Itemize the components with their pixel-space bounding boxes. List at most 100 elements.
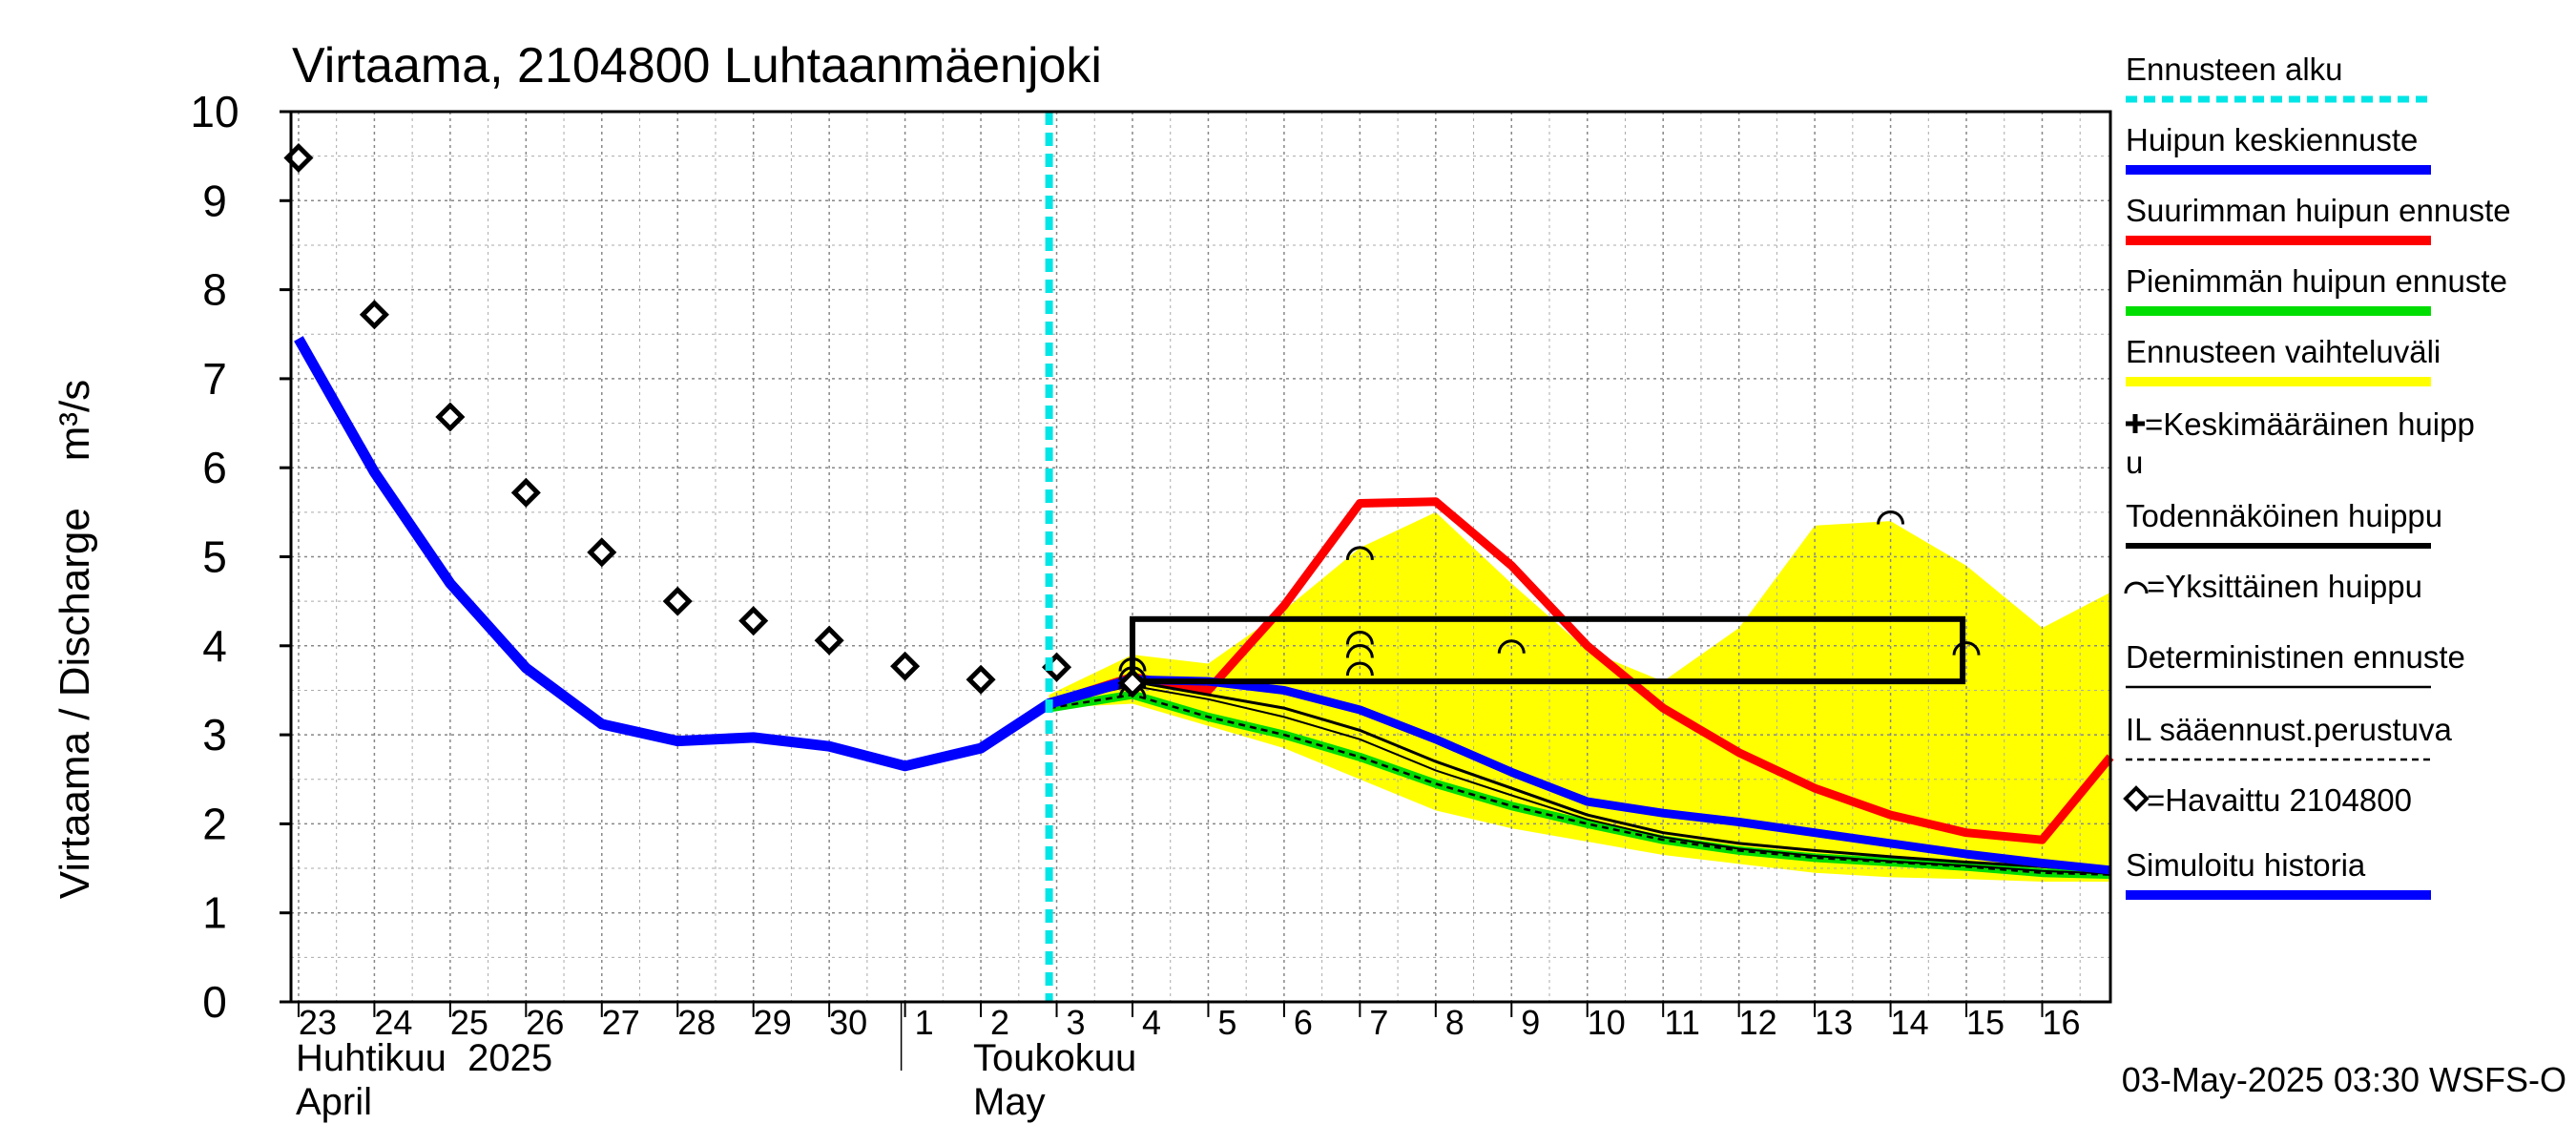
observed-point <box>359 300 389 330</box>
x-tick-label: 14 <box>1891 1003 1929 1042</box>
single-peak-marker <box>1497 639 1526 654</box>
month-label-april-fi: Huhtikuu 2025 <box>296 1037 552 1079</box>
x-tick-label: 30 <box>829 1003 867 1042</box>
legend-item-pien: Pienimmän huipun ennuste <box>2126 263 2507 316</box>
legend-item-keskhuippu: =Keskimääräinen huippu <box>2126 406 2475 480</box>
x-tick-label: 13 <box>1815 1003 1853 1042</box>
legend-label: Huipun keskiennuste <box>2126 122 2418 157</box>
x-tick-label: 7 <box>1369 1003 1388 1042</box>
single-peak-marker <box>1118 656 1147 672</box>
y-tick-label: 0 <box>202 977 227 1027</box>
legend-label: =Yksittäinen huippu <box>2147 569 2422 604</box>
legend-item-suur: Suurimman huipun ennuste <box>2126 193 2511 245</box>
y-tick-label: 5 <box>202 532 227 582</box>
timestamp: 03-May-2025 03:30 WSFS-O <box>2122 1060 2566 1099</box>
legend-label: =Havaittu 2104800 <box>2147 782 2412 818</box>
legend-label: Ennusteen alku <box>2126 52 2343 87</box>
y-tick-label: 1 <box>202 888 227 938</box>
y-tick-label: 9 <box>202 176 227 225</box>
plot-frame <box>289 110 2112 1004</box>
series-deterministinen <box>1049 684 2111 875</box>
single-peak-marker <box>1345 643 1374 658</box>
y-tick-label: 6 <box>202 443 227 492</box>
x-tick-label: 4 <box>1142 1003 1161 1042</box>
legend-label: =Keskimääräinen huipp <box>2145 406 2475 442</box>
series-il <box>1049 693 2111 876</box>
y-tick-label: 4 <box>202 621 227 671</box>
grid <box>291 111 2110 1003</box>
month-label-april-en: April <box>296 1081 372 1123</box>
legend-item-tod: Todennäköinen huippu <box>2126 498 2442 549</box>
x-tick-label: 9 <box>1521 1003 1540 1042</box>
legend-item-il: IL sääennust.perustuva <box>2126 712 2452 761</box>
observed-point <box>510 477 541 508</box>
x-tick-label: 2 <box>990 1003 1009 1042</box>
legend-label: Ennusteen vaihteluväli <box>2126 334 2441 369</box>
series-suurin <box>1048 497 2114 844</box>
legend-label: IL sääennust.perustuva <box>2126 712 2452 747</box>
x-tick-label: 15 <box>1966 1003 2005 1042</box>
x-tick-label: 25 <box>450 1003 488 1042</box>
series-keskiennuste <box>1048 675 2111 875</box>
x-tick-label: 24 <box>374 1003 412 1042</box>
legend-label: Deterministinen ennuste <box>2126 639 2465 675</box>
legend-arc-icon <box>2124 581 2149 594</box>
y-axis-label: Virtaama / Discharge m³/s <box>52 380 98 899</box>
x-tick-label: 23 <box>299 1003 337 1042</box>
legend: Ennusteen alku Huipun keskiennuste Suurimm… <box>2123 52 2511 900</box>
legend-label: Todennäköinen huippu <box>2126 498 2442 533</box>
legend-item-kesk: Huipun keskiennuste <box>2126 122 2431 175</box>
legend-item-vaiht: Ennusteen vaihteluväli <box>2126 334 2441 386</box>
legend-label: Suurimman huipun ennuste <box>2126 193 2511 228</box>
legend-item-alku: Ennusteen alku <box>2126 52 2431 103</box>
y-tick-label: 10 <box>190 87 239 136</box>
x-tick-label: 11 <box>1665 1003 1700 1042</box>
legend-item-det: Deterministinen ennuste <box>2126 639 2465 689</box>
x-tick-label: 6 <box>1294 1003 1313 1042</box>
observed-point <box>890 651 921 681</box>
x-tick-label: 27 <box>602 1003 640 1042</box>
observed-point <box>435 402 466 432</box>
month-label-may-fi: Toukokuu <box>973 1037 1136 1079</box>
series-todennakoinen <box>1049 679 2111 873</box>
legend-label-continued: u <box>2126 445 2143 480</box>
legend-item-hav: =Havaittu 2104800 <box>2123 782 2412 818</box>
x-tick-label: 8 <box>1445 1003 1465 1042</box>
observed-point <box>814 625 844 656</box>
x-tick-label: 12 <box>1739 1003 1777 1042</box>
single-peak-marker <box>1345 630 1374 645</box>
observed-point <box>1117 668 1148 698</box>
chart-title: Virtaama, 2104800 Luhtaanmäenjoki <box>292 38 1102 94</box>
observed-point <box>587 537 617 568</box>
x-tick-label: 26 <box>526 1003 564 1042</box>
single-peak-marker <box>1345 546 1374 560</box>
observed-point <box>966 664 996 695</box>
x-tick-label: 29 <box>754 1003 792 1042</box>
series-simuloitu <box>294 336 1134 772</box>
legend-label: Simuloitu historia <box>2126 847 2366 883</box>
legend-item-yks: =Yksittäinen huippu <box>2124 569 2422 604</box>
legend-diamond-icon <box>2123 785 2150 812</box>
x-tick-label: 28 <box>677 1003 716 1042</box>
observed-point <box>738 606 769 636</box>
peak-box <box>1129 615 1966 685</box>
x-tick-label: 16 <box>2042 1003 2080 1042</box>
legend-plus-icon <box>2126 414 2145 433</box>
forecast-range-band <box>1049 511 2110 883</box>
legend-label: Pienimmän huipun ennuste <box>2126 263 2507 299</box>
legend-item-sim: Simuloitu historia <box>2126 847 2431 900</box>
x-tick-label: 3 <box>1067 1003 1086 1042</box>
month-label-may-en: May <box>973 1081 1046 1123</box>
x-tick-label: 5 <box>1217 1003 1236 1042</box>
y-tick-label: 2 <box>202 799 227 848</box>
observed-point <box>662 586 693 616</box>
single-peak-marker <box>1877 510 1905 525</box>
y-tick-label: 7 <box>202 354 227 404</box>
single-peak-marker <box>1952 641 1981 656</box>
single-peak-marker <box>1118 666 1147 680</box>
single-peak-marker <box>1345 661 1374 677</box>
y-tick-label: 3 <box>202 710 227 760</box>
x-tick-label: 1 <box>915 1003 934 1042</box>
